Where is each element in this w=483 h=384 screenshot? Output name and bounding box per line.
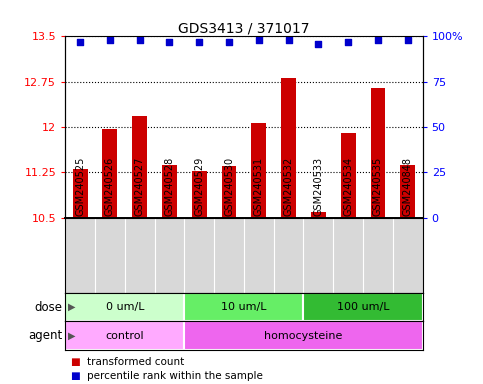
Point — [166, 39, 173, 45]
Bar — [303, 293, 423, 321]
Text: 0 um/L: 0 um/L — [105, 302, 144, 312]
Text: transformed count: transformed count — [87, 357, 184, 367]
Point — [285, 37, 293, 43]
Bar — [65, 321, 185, 350]
Text: homocysteine: homocysteine — [264, 331, 342, 341]
Bar — [222, 166, 237, 218]
Bar — [370, 88, 385, 218]
Point — [195, 39, 203, 45]
Bar — [400, 165, 415, 218]
Point — [106, 37, 114, 43]
Point — [374, 37, 382, 43]
Title: GDS3413 / 371017: GDS3413 / 371017 — [178, 22, 310, 35]
Bar — [102, 129, 117, 218]
Text: ▶: ▶ — [68, 302, 75, 312]
Text: 100 um/L: 100 um/L — [337, 302, 389, 312]
Text: ■: ■ — [70, 357, 80, 367]
Bar — [185, 293, 303, 321]
Point — [136, 37, 143, 43]
Bar — [72, 169, 87, 218]
Bar — [192, 171, 207, 218]
Bar — [311, 212, 326, 218]
Bar — [65, 293, 185, 321]
Point — [404, 37, 412, 43]
Text: 10 um/L: 10 um/L — [221, 302, 267, 312]
Bar — [185, 321, 423, 350]
Text: ▶: ▶ — [68, 331, 75, 341]
Bar — [132, 116, 147, 218]
Bar — [162, 165, 177, 218]
Point — [314, 41, 322, 47]
Bar — [251, 123, 266, 218]
Text: dose: dose — [35, 301, 63, 313]
Bar — [341, 133, 355, 218]
Bar — [281, 78, 296, 218]
Text: agent: agent — [28, 329, 63, 342]
Point — [76, 39, 84, 45]
Text: ■: ■ — [70, 371, 80, 381]
Point — [344, 39, 352, 45]
Text: control: control — [105, 331, 144, 341]
Point — [255, 37, 263, 43]
Point — [225, 39, 233, 45]
Text: percentile rank within the sample: percentile rank within the sample — [87, 371, 263, 381]
